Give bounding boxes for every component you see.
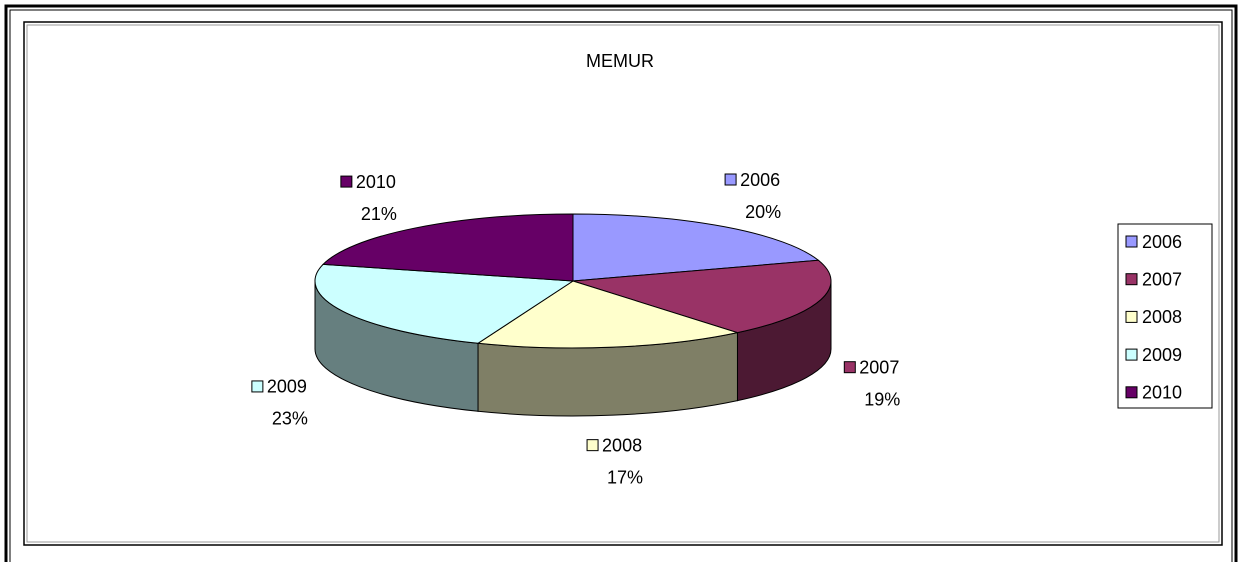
label-swatch [586,439,599,452]
data-label-value: 23% [272,409,308,429]
chart-title: MEMUR [586,51,654,71]
legend-swatch [1125,235,1138,248]
label-swatch [724,173,737,186]
data-label-value: 20% [745,202,781,222]
slice [321,213,574,282]
slice [476,280,740,349]
legend-label: 2008 [1142,307,1182,327]
legend-swatch [1125,386,1138,399]
label-swatch [340,175,353,188]
data-label-category: 2007 [859,357,899,377]
slice [572,259,832,334]
data-label-value: 17% [607,467,643,487]
outer-border-inner [9,9,1233,562]
legend-swatch [1125,273,1138,286]
data-label-value: 21% [361,204,397,224]
legend-label: 2007 [1142,269,1182,289]
legend-swatch [1125,348,1138,361]
data-label-category: 2009 [267,377,307,397]
legend-label: 2010 [1142,383,1182,403]
data-label-category: 2008 [602,435,642,455]
label-swatch [843,361,856,374]
plot-frame-inner [26,24,1220,543]
legend-label: 2009 [1142,345,1182,365]
slice [314,263,575,344]
legend-label: 2006 [1142,232,1182,252]
data-label-category: 2010 [356,172,396,192]
slice [572,213,820,282]
outer-border [4,4,1238,562]
legend-swatch [1125,310,1138,323]
data-label-category: 2006 [740,170,780,190]
label-swatch [251,380,264,393]
data-label-value: 19% [864,389,900,409]
